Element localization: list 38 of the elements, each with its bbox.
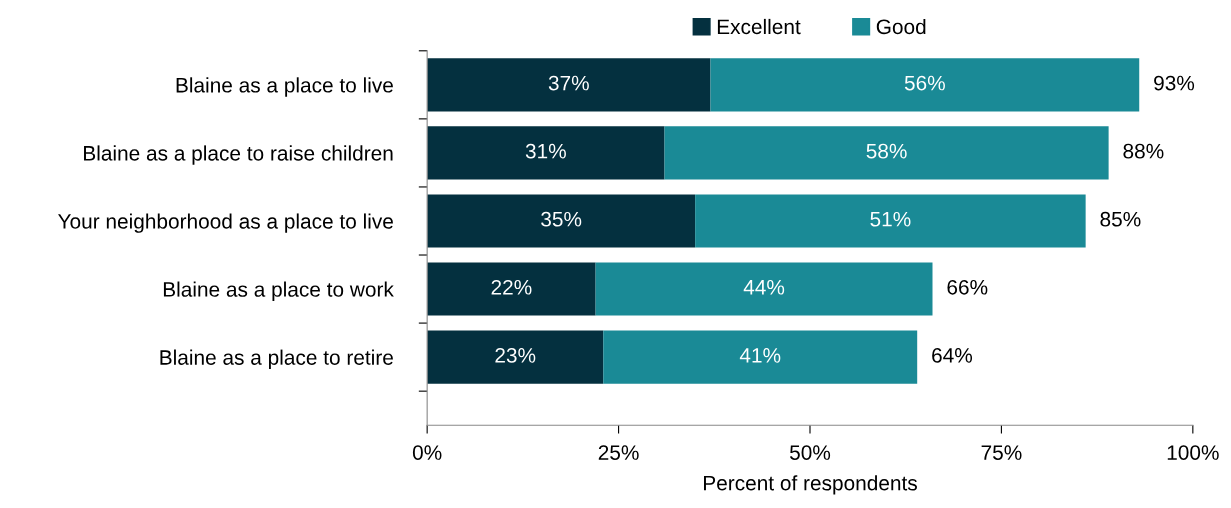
y-tick-label: Blaine as a place to retire xyxy=(160,349,393,369)
data-label: 56% xyxy=(904,75,945,91)
total-label: 85% xyxy=(1100,211,1141,227)
y-tick-label: Blaine as a place to raise children xyxy=(84,145,393,165)
total-label: 64% xyxy=(932,347,973,363)
x-tick-label: 0% xyxy=(412,445,442,460)
bar xyxy=(710,58,1140,112)
data-label: 51% xyxy=(870,211,911,227)
bar xyxy=(664,126,1109,180)
x-tick-label: 25% xyxy=(598,445,639,460)
data-label: 22% xyxy=(491,279,532,295)
data-label: 23% xyxy=(495,347,536,363)
x-axis-title: Percent of respondents xyxy=(704,475,917,495)
x-tick-label: 50% xyxy=(789,445,831,460)
y-tick-label: Blaine as a place to work xyxy=(163,281,394,301)
data-label: 31% xyxy=(525,143,566,159)
y-tick-label: Blaine as a place to live xyxy=(176,77,393,97)
bar xyxy=(427,194,696,248)
x-tick-label: 75% xyxy=(981,445,1022,460)
data-label: 37% xyxy=(548,75,589,91)
data-label: 35% xyxy=(541,211,582,227)
total-label: 93% xyxy=(1154,75,1195,91)
legend-label: Excellent xyxy=(717,18,801,35)
data-label: 41% xyxy=(739,348,781,363)
bar xyxy=(427,58,711,112)
bar xyxy=(427,262,596,316)
bar xyxy=(595,262,933,316)
total-label: 66% xyxy=(947,279,988,295)
bar xyxy=(603,330,918,384)
x-tick-label: 100% xyxy=(1167,445,1219,460)
data-label: 58% xyxy=(866,143,907,159)
bar xyxy=(427,126,665,180)
data-label: 44% xyxy=(743,279,785,295)
legend-label: Good xyxy=(876,18,926,35)
bar xyxy=(427,330,604,384)
y-tick-label: Your neighborhood as a place to live xyxy=(58,213,393,233)
total-label: 88% xyxy=(1123,143,1164,159)
bar xyxy=(695,194,1086,248)
